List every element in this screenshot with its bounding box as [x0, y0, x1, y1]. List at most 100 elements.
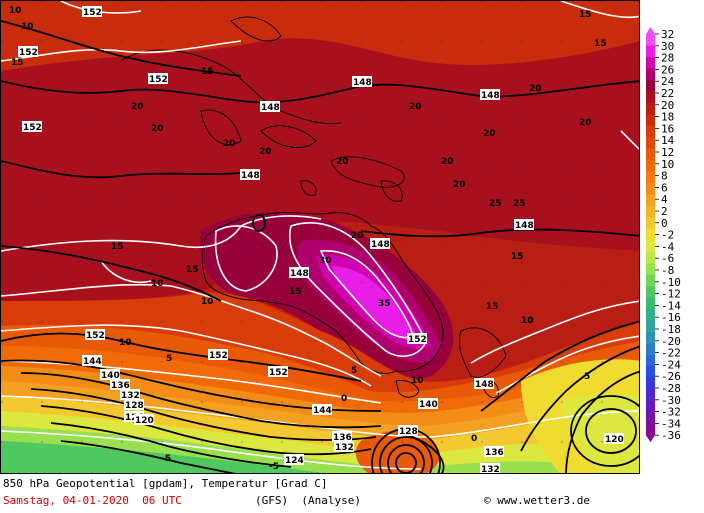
legend-label: -2 — [661, 229, 674, 242]
legend-swatch — [646, 274, 655, 287]
legend-label: 18 — [661, 111, 674, 124]
isotherm-label: 20 — [259, 147, 272, 157]
isotherm-label: 10 — [151, 279, 164, 289]
isotherm-label: 15 — [201, 67, 214, 77]
legend-swatch — [646, 228, 655, 241]
legend-swatch — [646, 240, 655, 253]
height-label: 132 — [481, 465, 500, 474]
height-label: 152 — [209, 351, 228, 361]
legend-label: -34 — [661, 417, 681, 430]
legend-swatch — [646, 297, 655, 310]
legend-swatch — [646, 217, 655, 230]
height-label: 152 — [149, 75, 168, 85]
credit-link[interactable]: © www.wetter3.de — [484, 494, 590, 507]
height-label: 132 — [335, 443, 354, 453]
legend-label: 0 — [661, 217, 668, 230]
height-label: 152 — [19, 48, 38, 58]
legend-label: -4 — [661, 240, 675, 253]
legend-arrow-up-icon — [646, 27, 655, 34]
legend-label: 10 — [661, 158, 674, 171]
legend-label: 26 — [661, 63, 674, 76]
isotherm-label: 30 — [319, 256, 332, 266]
isotherm-label: 15 — [511, 252, 524, 262]
legend-swatch — [646, 320, 655, 333]
legend-arrow-down-icon — [646, 435, 655, 443]
height-label: 144 — [83, 357, 102, 367]
isotherm-label: 20 — [579, 118, 592, 128]
legend-label: -6 — [661, 252, 674, 265]
isotherm-label: 25 — [489, 199, 502, 209]
isotherm-label: 20 — [409, 102, 422, 112]
height-label: 152 — [269, 368, 288, 378]
isotherm-label: -5 — [161, 454, 171, 464]
legend-swatch — [646, 171, 655, 184]
height-label: 136 — [111, 381, 130, 391]
isotherm-label: 10 — [21, 22, 34, 32]
height-label: 148 — [290, 269, 309, 279]
legend-swatch — [646, 56, 655, 69]
legend-swatch — [646, 389, 655, 402]
height-label: 140 — [101, 371, 120, 381]
map-footer: 850 hPa Geopotential [gpdam], Temperatur… — [0, 474, 640, 513]
isotherm-label: 10 — [411, 376, 424, 386]
legend-swatch — [646, 412, 655, 425]
legend-swatch — [646, 183, 655, 195]
height-label: 120 — [605, 435, 624, 445]
legend-label: 16 — [661, 122, 674, 135]
map-canvas: 10 10 15 15 15 15 20 20 20 20 20 20 20 2… — [1, 1, 639, 474]
height-label: 136 — [485, 448, 504, 458]
height-label: 128 — [399, 427, 418, 437]
legend-label: -16 — [661, 311, 681, 324]
isotherm-label: 20 — [131, 102, 144, 112]
height-label: 124 — [285, 456, 304, 466]
legend-swatch — [646, 377, 655, 390]
height-label: 132 — [121, 391, 140, 401]
legend-swatch — [646, 114, 655, 127]
height-label: 128 — [125, 401, 144, 411]
isotherm-label: 10 — [119, 338, 132, 348]
height-label: 152 — [83, 8, 102, 18]
legend-swatch — [646, 423, 655, 436]
isotherm-label: 5 — [584, 372, 590, 382]
height-label: 136 — [333, 433, 352, 443]
legend-label: -36 — [661, 429, 681, 442]
isotherm-label: 10 — [9, 6, 22, 16]
isotherm-label: 20 — [223, 139, 236, 149]
isotherm-label: 25 — [513, 199, 526, 209]
isotherm-label: 15 — [579, 10, 592, 20]
isotherm-label: 15 — [594, 39, 607, 49]
height-label: 144 — [313, 406, 332, 416]
legend-label: 6 — [661, 181, 668, 194]
legend-swatch — [646, 286, 655, 299]
height-label: 148 — [261, 103, 280, 113]
legend-label: -12 — [661, 288, 681, 301]
legend-swatch — [646, 34, 655, 46]
height-label: 140 — [419, 400, 438, 410]
legend-label: 20 — [661, 99, 674, 112]
height-label: 120 — [135, 416, 154, 426]
isotherm-label: 10 — [201, 297, 214, 307]
legend-swatch — [646, 194, 655, 207]
legend-label: 28 — [661, 52, 674, 65]
legend-swatch — [646, 366, 655, 379]
legend-swatch — [646, 354, 655, 367]
isotherm-label: 20 — [336, 157, 349, 167]
map-date: Samstag, 04-01-2020 06 UTC — [3, 494, 182, 507]
color-legend: 32 30 28 26 24 22 20 18 16 14 12 10 8 6 4 2 0 -2 -4 -6 -8 -10… — [644, 26, 704, 456]
legend-swatch — [646, 68, 655, 81]
legend-label: 22 — [661, 87, 674, 100]
isotherm-label: 20 — [529, 84, 542, 94]
isotherm-label: 5 — [166, 354, 172, 364]
legend-swatch — [646, 125, 655, 138]
height-label: 152 — [23, 123, 42, 133]
weather-map: 10 10 15 15 15 15 20 20 20 20 20 20 20 2… — [0, 0, 640, 474]
legend-label: -30 — [661, 394, 681, 407]
legend-label: 12 — [661, 146, 674, 159]
legend-label: 4 — [661, 193, 668, 206]
isotherm-label: 15 — [486, 302, 499, 312]
legend-label: 8 — [661, 170, 668, 183]
legend-label: -14 — [661, 299, 681, 312]
height-label-group: 152 152 152 152 148 148 148 148 148 148 … — [18, 6, 624, 474]
legend-label: 2 — [661, 205, 668, 218]
legend-swatch — [646, 263, 655, 276]
